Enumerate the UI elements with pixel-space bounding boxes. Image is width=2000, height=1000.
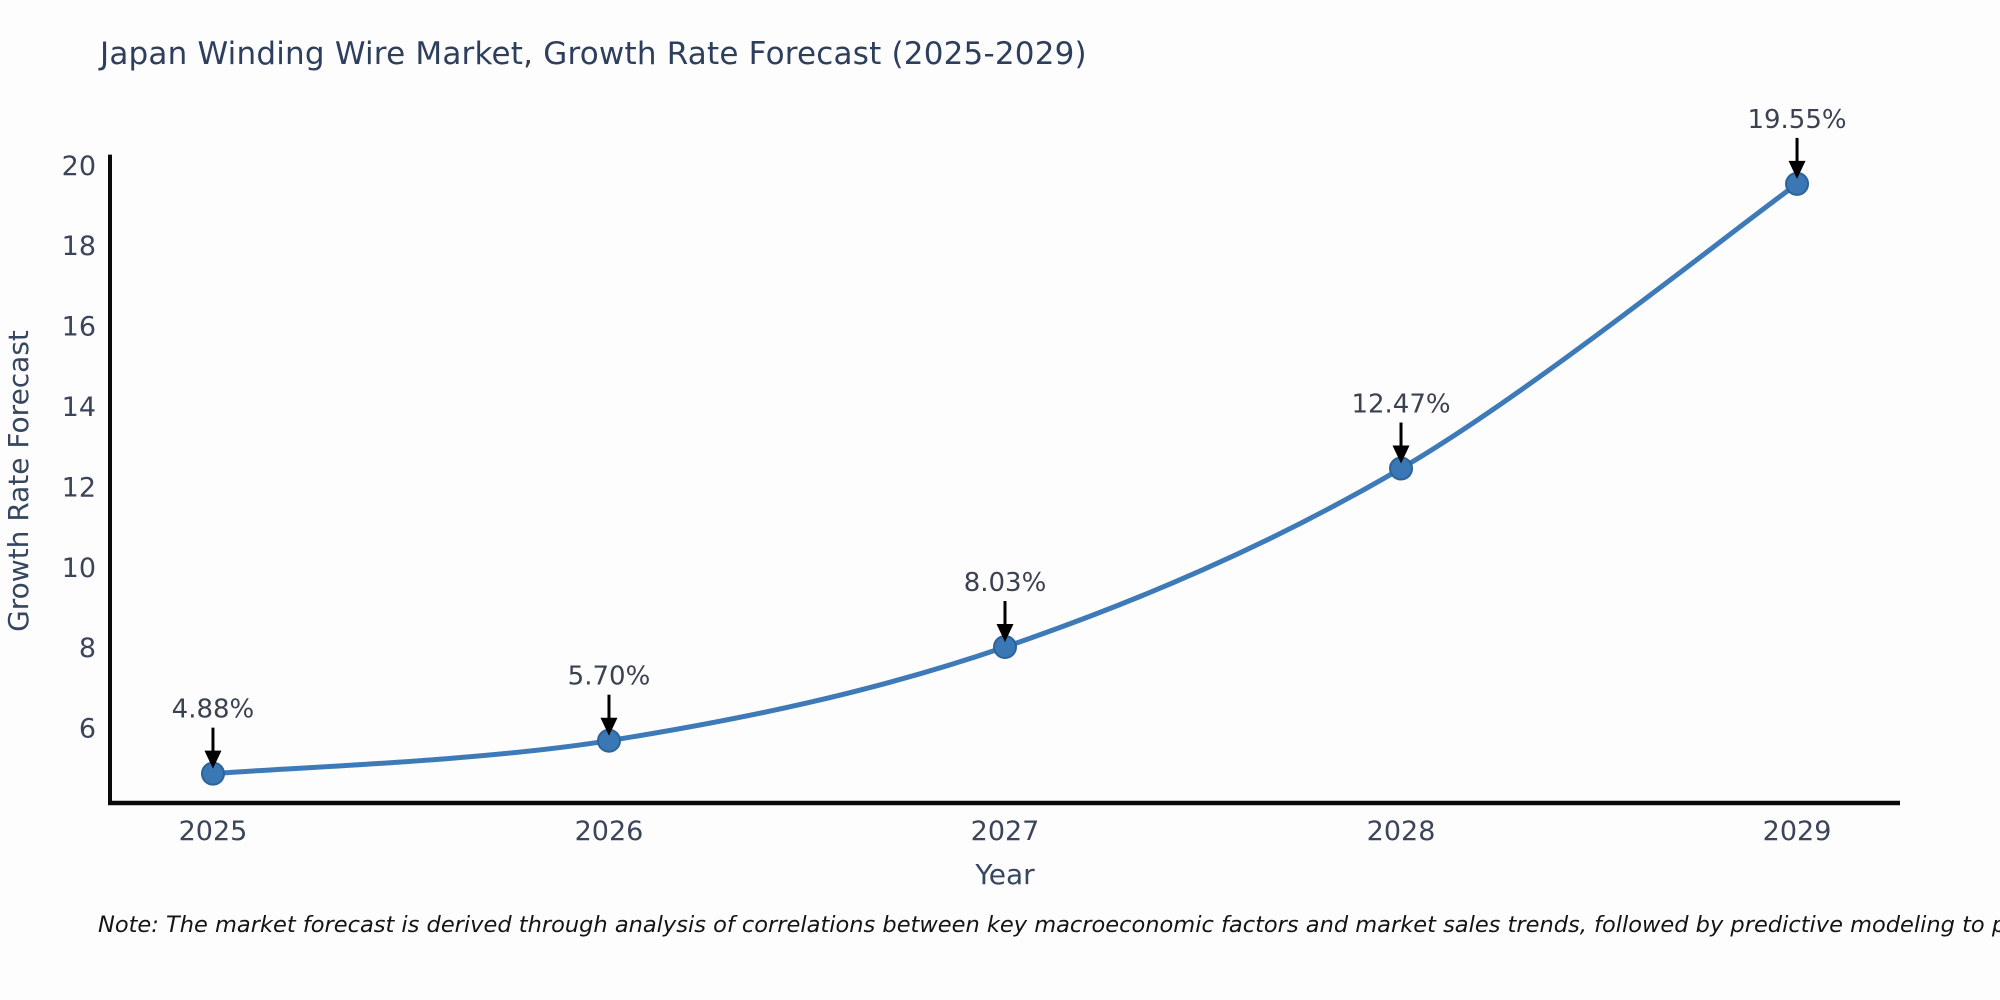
annotation-arrowhead (1788, 160, 1806, 179)
annotation-label: 5.70% (568, 662, 651, 692)
annotation-arrowhead (996, 624, 1014, 643)
y-tick-label: 6 (79, 714, 96, 745)
annotation-arrowhead (600, 717, 618, 736)
y-tick-label: 8 (79, 633, 96, 664)
x-tick-label: 2025 (179, 816, 248, 847)
annotation-label: 12.47% (1351, 390, 1450, 420)
y-tick-label: 16 (62, 312, 96, 343)
x-tick-label: 2028 (1367, 816, 1436, 847)
y-tick-label: 10 (62, 553, 96, 584)
y-tick-label: 18 (62, 231, 96, 262)
annotation-arrowhead (204, 750, 222, 769)
footnote: Note: The market forecast is derived thr… (98, 912, 2000, 938)
growth-line (210, 181, 1800, 777)
y-tick-label: 20 (62, 151, 96, 182)
y-axis-title: Growth Rate Forecast (2, 330, 35, 632)
x-tick-label: 2026 (575, 816, 644, 847)
chart-title: Japan Winding Wire Market, Growth Rate F… (100, 36, 1087, 72)
annotation-label: 19.55% (1747, 105, 1846, 135)
annotation-label: 4.88% (172, 695, 255, 725)
x-tick-label: 2029 (1763, 816, 1832, 847)
annotation-arrowhead (1392, 445, 1410, 464)
x-tick-label: 2027 (971, 816, 1040, 847)
y-tick-label: 14 (62, 392, 96, 423)
y-tick-label: 12 (62, 472, 96, 503)
x-axis-title: Year (974, 858, 1035, 891)
annotation-label: 8.03% (964, 568, 1047, 598)
